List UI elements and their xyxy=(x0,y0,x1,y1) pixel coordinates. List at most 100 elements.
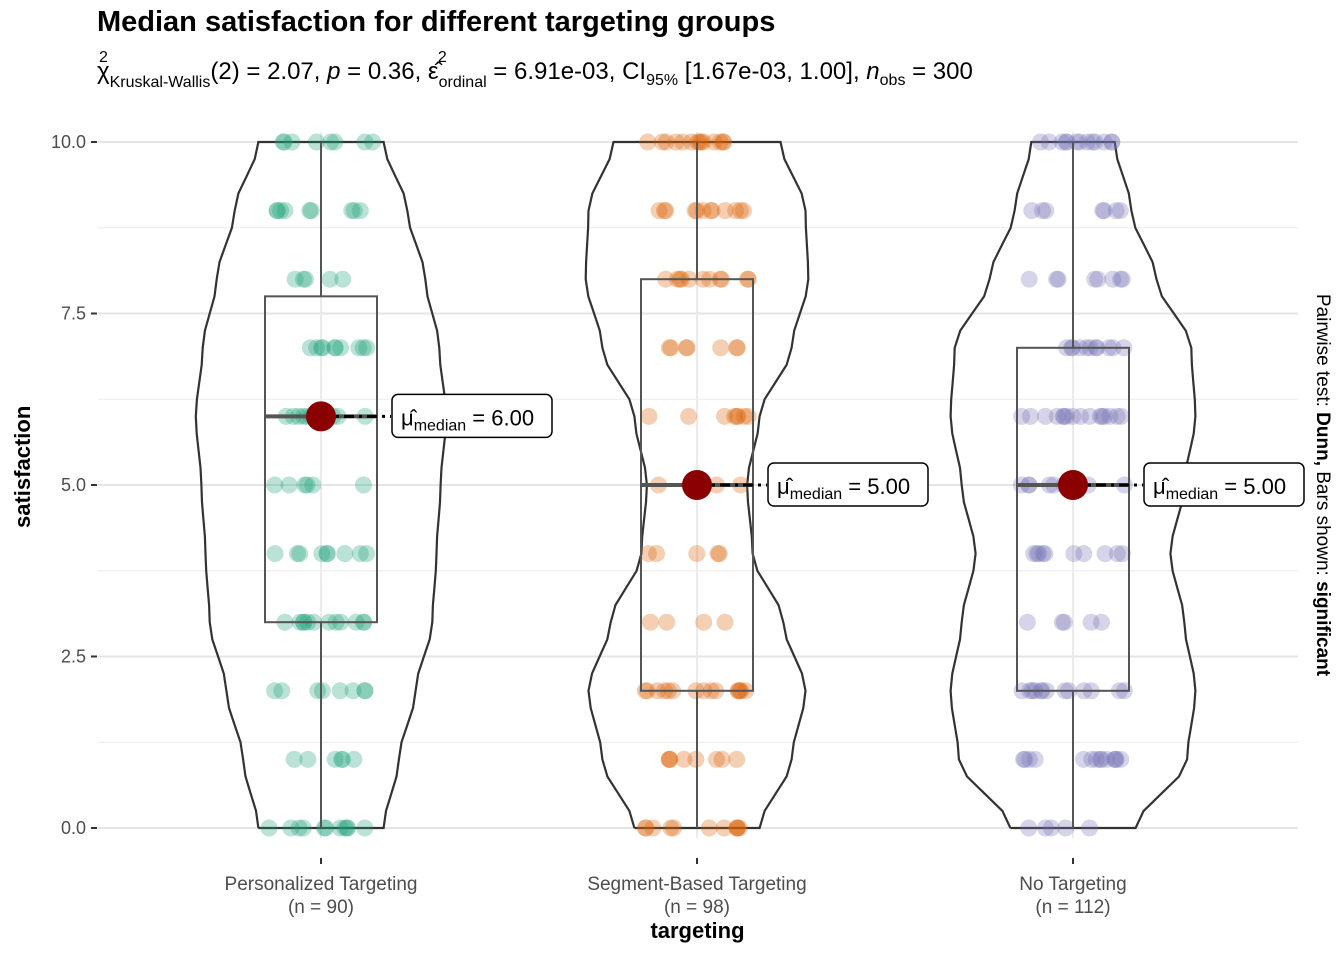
data-point xyxy=(1037,202,1055,220)
data-point xyxy=(302,202,320,220)
data-point xyxy=(356,819,374,837)
data-point xyxy=(298,476,316,494)
data-point xyxy=(351,545,369,563)
data-point xyxy=(732,202,749,220)
data-point xyxy=(1108,545,1126,563)
data-point xyxy=(678,339,696,357)
test-df: 2 xyxy=(218,58,232,85)
data-point xyxy=(1091,750,1109,768)
n-obs: 300 xyxy=(932,58,973,85)
data-point xyxy=(1025,545,1043,563)
data-point xyxy=(266,682,284,700)
data-point xyxy=(1071,133,1089,151)
data-point xyxy=(1034,202,1051,220)
box xyxy=(1016,346,1130,692)
data-point xyxy=(318,545,336,563)
data-point xyxy=(345,750,363,768)
data-point xyxy=(1023,202,1041,220)
data-point xyxy=(1065,545,1083,563)
data-point xyxy=(680,407,698,425)
data-point xyxy=(729,407,747,425)
effect-size: 6.91e-03 xyxy=(514,58,609,85)
data-point xyxy=(1086,270,1104,288)
data-point xyxy=(1094,202,1112,220)
data-point xyxy=(657,133,675,151)
data-point xyxy=(286,270,304,288)
data-point xyxy=(661,750,679,768)
data-point xyxy=(688,545,706,563)
data-point xyxy=(1096,545,1114,563)
ci-label: 95% xyxy=(646,72,679,89)
data-point xyxy=(656,202,673,220)
data-point xyxy=(692,133,710,151)
data-point xyxy=(1078,133,1096,151)
chart-title: Median satisfaction for different target… xyxy=(97,6,776,38)
data-point xyxy=(1040,133,1058,151)
caption-middle: Bars shown: xyxy=(1312,465,1333,582)
data-point xyxy=(1113,545,1131,563)
data-point xyxy=(1053,133,1071,151)
data-point xyxy=(715,133,733,151)
data-point xyxy=(653,133,671,151)
data-point xyxy=(716,407,733,425)
data-point xyxy=(1054,407,1072,425)
data-point xyxy=(1055,613,1073,631)
data-point xyxy=(705,133,723,151)
caption-shown: significant xyxy=(1312,581,1333,677)
data-point xyxy=(355,476,372,494)
data-point xyxy=(714,133,732,151)
y-axis-label: satisfaction xyxy=(10,405,35,528)
data-point xyxy=(356,682,374,700)
caption-test: Dunn, xyxy=(1312,412,1333,466)
data-point xyxy=(364,133,382,151)
data-point xyxy=(687,750,705,768)
median-point xyxy=(306,401,336,432)
data-point xyxy=(727,202,745,220)
effect-size-label: ordinal xyxy=(438,74,487,91)
data-point xyxy=(1113,270,1131,288)
data-point xyxy=(1107,750,1125,768)
y-tick-label: 10.0 xyxy=(51,132,86,152)
x-tick-label: No Targeting xyxy=(1019,874,1126,895)
data-point xyxy=(1081,407,1099,425)
data-point xyxy=(297,270,314,288)
data-point xyxy=(648,545,665,563)
data-point xyxy=(1103,133,1121,151)
data-point xyxy=(358,545,375,563)
data-point xyxy=(331,682,349,700)
data-point xyxy=(290,819,308,837)
data-point xyxy=(711,133,729,151)
data-point xyxy=(336,819,354,837)
data-point xyxy=(636,819,654,837)
data-point xyxy=(1083,133,1101,151)
data-point xyxy=(1053,613,1071,631)
data-point xyxy=(301,339,319,357)
data-point xyxy=(1105,750,1123,768)
data-point xyxy=(1112,270,1130,288)
ci-value: [1.67e-03, 1.00] xyxy=(684,58,853,85)
data-point xyxy=(285,750,303,768)
data-point xyxy=(332,339,350,357)
data-point xyxy=(639,545,657,563)
data-point xyxy=(1089,270,1107,288)
data-point xyxy=(1034,545,1052,563)
y-tick-label: 2.5 xyxy=(61,647,86,667)
y-tick-label: 7.5 xyxy=(61,304,86,324)
data-point xyxy=(1036,545,1054,563)
data-point xyxy=(728,339,746,357)
data-point xyxy=(1095,133,1113,151)
median-label: μ̂median = 6.00 xyxy=(401,405,534,434)
data-point xyxy=(338,819,356,837)
data-point xyxy=(730,819,748,837)
data-point xyxy=(637,819,655,837)
data-point xyxy=(334,750,352,768)
data-point xyxy=(661,750,678,768)
data-point xyxy=(1075,545,1093,563)
data-point xyxy=(326,133,344,151)
median-label-box xyxy=(767,462,929,507)
data-point xyxy=(321,270,339,288)
data-point xyxy=(702,202,720,220)
data-point xyxy=(1091,407,1109,425)
data-point xyxy=(1018,613,1036,631)
data-point xyxy=(1057,133,1075,151)
